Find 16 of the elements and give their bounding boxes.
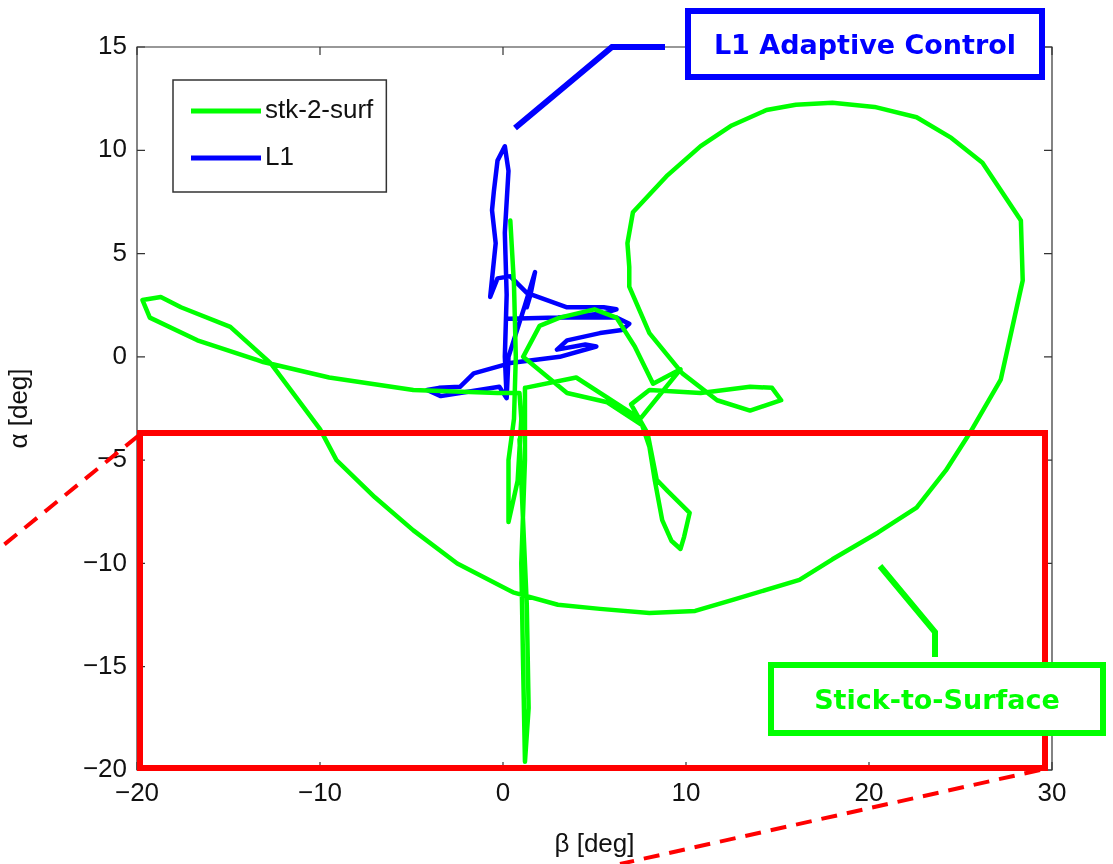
y-tick-label: −20 bbox=[82, 753, 127, 784]
y-tick-label: 10 bbox=[98, 133, 127, 164]
legend-label: stk-2-surf bbox=[265, 94, 375, 125]
y-tick-label: 0 bbox=[112, 340, 127, 371]
x-axis-title: β [deg] bbox=[554, 827, 635, 858]
legend-label: L1 bbox=[265, 141, 294, 172]
y-tick-label: −15 bbox=[82, 649, 127, 680]
y-tick-label: 15 bbox=[98, 30, 127, 61]
x-tick-label: −10 bbox=[297, 776, 343, 807]
y-tick-label: 5 bbox=[112, 236, 127, 267]
x-tick-label: 0 bbox=[495, 776, 511, 807]
y-axis-title: α [deg] bbox=[2, 368, 33, 449]
x-tick-label: 30 bbox=[1037, 776, 1067, 807]
x-tick-label: 20 bbox=[854, 776, 884, 807]
y-tick-label: −10 bbox=[82, 546, 127, 577]
x-tick-label: 10 bbox=[671, 776, 701, 807]
